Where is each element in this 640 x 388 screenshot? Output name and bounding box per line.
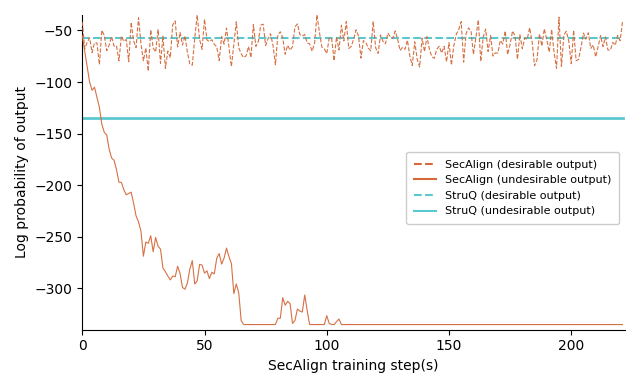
Legend: SecAlign (desirable output), SecAlign (undesirable output), StruQ (desirable out: SecAlign (desirable output), SecAlign (u… (406, 152, 620, 224)
Y-axis label: Log probability of output: Log probability of output (15, 87, 29, 258)
X-axis label: SecAlign training step(s): SecAlign training step(s) (268, 359, 439, 373)
